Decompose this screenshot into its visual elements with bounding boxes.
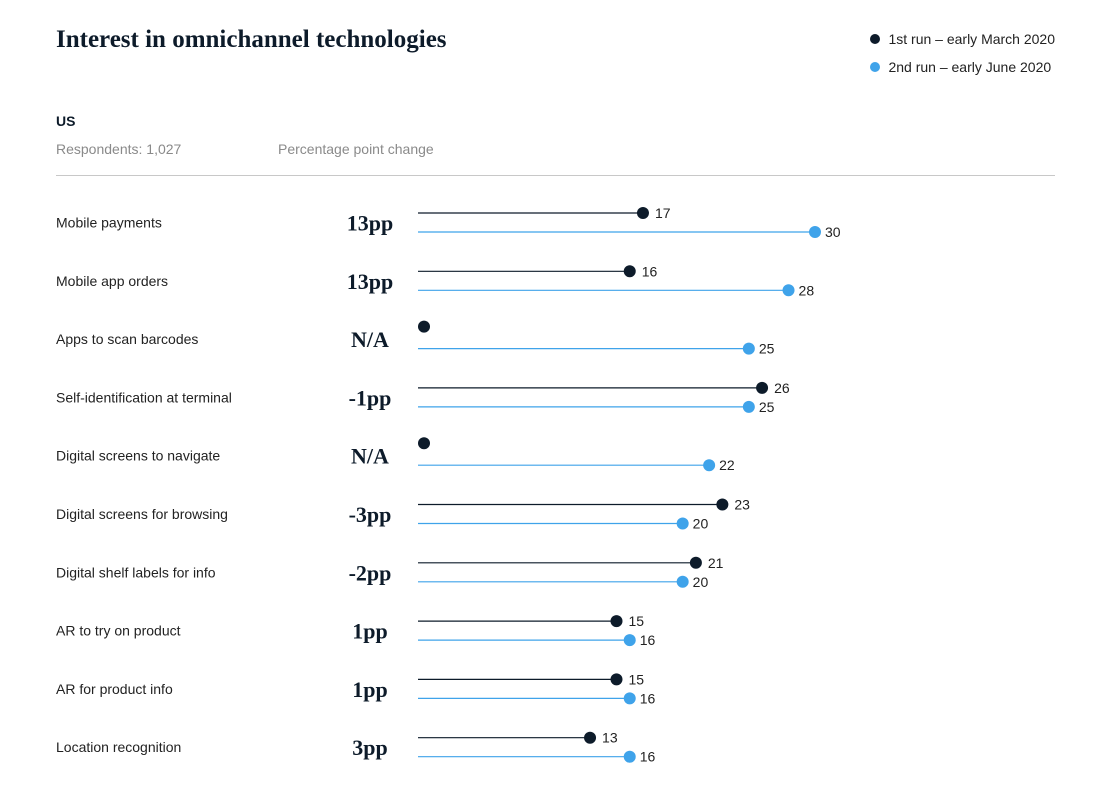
change-value: N/A (351, 444, 389, 469)
first-run-dot (716, 498, 729, 511)
header-divider (56, 175, 1055, 176)
second-run-dot (676, 575, 689, 588)
second-run-value: 20 (693, 516, 709, 532)
first-run-value: 23 (734, 497, 750, 513)
second-run-value: 16 (640, 749, 656, 765)
row-label: Digital shelf labels for info (56, 564, 216, 580)
legend-dot-first-run (870, 34, 881, 44)
row-label: AR for product info (56, 681, 173, 697)
row-label: Location recognition (56, 739, 181, 755)
legend-label-first-run: 1st run – early March 2020 (888, 31, 1055, 47)
second-run-value: 16 (640, 632, 656, 648)
first-run-dot (610, 615, 623, 628)
row-label: Digital screens for browsing (56, 506, 228, 522)
second-run-value: 20 (693, 574, 709, 590)
legend-label-second-run: 2nd run – early June 2020 (888, 59, 1052, 75)
change-value: 3pp (352, 735, 387, 760)
change-value: -2pp (349, 560, 392, 585)
second-run-value: 25 (759, 399, 775, 415)
chart-title: Interest in omnichannel technologies (56, 26, 447, 53)
first-run-value: 15 (629, 671, 645, 687)
row-label: Mobile app orders (56, 273, 168, 289)
first-run-dot (623, 265, 636, 278)
row-label: Self-identification at terminal (56, 389, 232, 405)
second-run-dot (703, 459, 716, 472)
second-run-value: 16 (640, 690, 656, 706)
change-value: 13pp (347, 269, 393, 294)
legend-dot-second-run (870, 62, 881, 72)
change-value: -1pp (349, 385, 392, 410)
second-run-dot (676, 517, 689, 530)
first-run-value: 26 (774, 380, 790, 396)
second-run-value: 22 (719, 457, 735, 473)
change-value: 13pp (347, 211, 393, 236)
first-run-value: 21 (708, 555, 724, 571)
row-label: Apps to scan barcodes (56, 331, 198, 347)
first-run-dot (756, 381, 769, 394)
second-run-dot (742, 400, 755, 413)
first-run-value: 13 (602, 730, 618, 746)
first-run-value: 15 (629, 613, 645, 629)
row-label: Mobile payments (56, 215, 162, 231)
second-run-dot (782, 284, 795, 297)
row-label: AR to try on product (56, 623, 181, 639)
region-label: US (56, 113, 76, 129)
second-run-dot (623, 750, 636, 763)
change-value: 1pp (352, 677, 387, 702)
first-run-dot (418, 320, 430, 333)
change-value: -3pp (349, 502, 392, 527)
second-run-dot (623, 634, 636, 647)
first-run-dot (610, 673, 623, 686)
first-run-value: 17 (655, 205, 671, 221)
row-label: Digital screens to navigate (56, 448, 220, 464)
first-run-dot (636, 207, 649, 219)
second-run-value: 28 (799, 282, 815, 298)
change-value: 1pp (352, 619, 387, 644)
second-run-value: 25 (759, 341, 775, 357)
first-run-dot (418, 437, 430, 450)
second-run-dot (623, 692, 636, 705)
legend-item-first-run: 1st run – early March 2020 (870, 30, 1055, 48)
second-run-value: 30 (825, 224, 841, 240)
respondents-count: Respondents: 1,027 (56, 141, 182, 157)
first-run-dot (584, 731, 597, 744)
first-run-dot (689, 556, 702, 569)
second-run-dot (809, 226, 821, 238)
change-value: N/A (351, 327, 389, 352)
change-column-header: Percentage point change (278, 141, 434, 157)
first-run-value: 16 (642, 263, 658, 279)
second-run-dot (742, 342, 755, 355)
legend: 1st run – early March 2020 2nd run – ear… (870, 30, 1055, 86)
legend-item-second-run: 2nd run – early June 2020 (870, 58, 1055, 76)
